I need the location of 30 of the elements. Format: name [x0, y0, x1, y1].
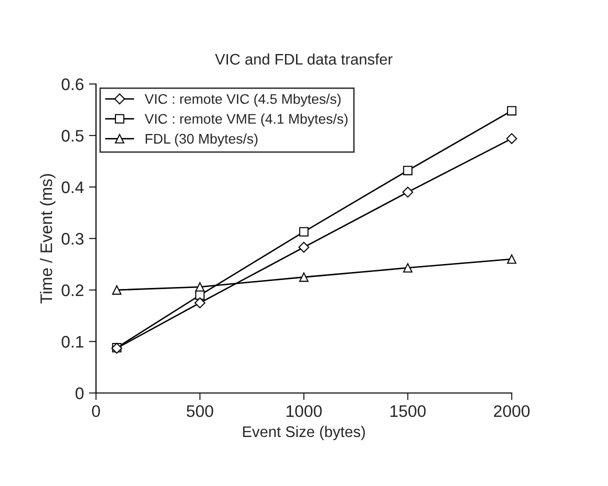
y-axis-title: Time / Event (ms): [40, 174, 56, 304]
point: [298, 242, 310, 253]
chart-title: VIC and FDL data transfer: [215, 53, 392, 65]
point: [507, 254, 516, 264]
legend-label: VIC : remote VME (4.1 Mbytes/s): [144, 114, 348, 127]
x-tick-label: 500: [186, 405, 214, 418]
point: [195, 290, 205, 300]
point: [403, 166, 412, 176]
point: [403, 263, 412, 273]
y-tick-label: 0.3: [62, 232, 84, 245]
point: [299, 272, 309, 282]
y-tick-label: 0.4: [62, 181, 84, 194]
legend-label: VIC : remote VIC (4.5 Mbytes/s): [144, 94, 341, 107]
legend-label: FDL (30 Mbytes/s): [146, 134, 258, 146]
x-axis-title: Event Size (bytes): [243, 426, 365, 440]
y-tick-label: 0.5: [62, 130, 84, 142]
x-tick-label: 2000: [494, 405, 530, 418]
y-tick-label: 0: [76, 387, 84, 400]
point: [299, 227, 309, 236]
y-tick-label: 0.6: [62, 78, 84, 90]
point: [507, 106, 516, 116]
y-tick-label: 0.2: [62, 284, 84, 296]
x-tick-label: 1000: [286, 405, 322, 418]
point: [506, 133, 518, 144]
point: [112, 285, 122, 295]
point: [402, 186, 414, 198]
point: [194, 297, 206, 308]
y-tick-label: 0.1: [62, 336, 84, 348]
x-tick-label: 0: [92, 405, 100, 418]
x-tick-label: 1500: [390, 405, 426, 418]
